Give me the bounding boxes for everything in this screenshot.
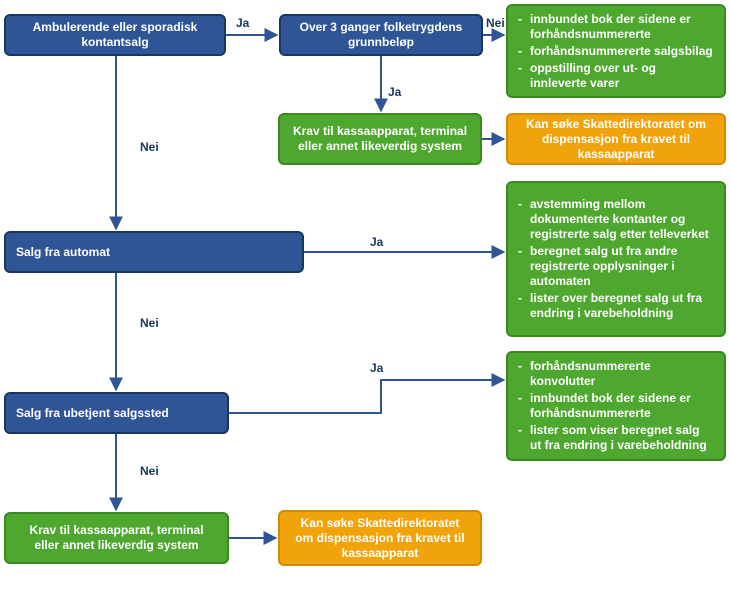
edge-label-ja: Ja (370, 235, 383, 249)
node-dispensasjon-2: Kan søke Skattedirektoratet om dispensas… (278, 510, 482, 566)
list-item: innbundet bok der sidene er forhåndsnumm… (518, 391, 714, 421)
node-salg-automat: Salg fra automat (4, 231, 304, 273)
edge-label-ja: Ja (388, 85, 401, 99)
list-item: beregnet salg ut fra andre registrerte o… (518, 244, 714, 289)
list-item: lister som viser beregnet salg ut fra en… (518, 423, 714, 453)
list-item: forhåndsnummererte konvolutter (518, 359, 714, 389)
list-item: avstemming mellom dokumenterte kontanter… (518, 197, 714, 242)
node-result-ubetjent: forhåndsnummererte konvolutter innbundet… (506, 351, 726, 461)
node-dispensasjon-1: Kan søke Skattedirektoratet om dispensas… (506, 113, 726, 165)
node-over-3-ganger: Over 3 ganger folketrygdens grunnbeløp (279, 14, 483, 56)
edge-label-ja: Ja (236, 16, 249, 30)
list-item: lister over beregnet salg ut fra endring… (518, 291, 714, 321)
edge-label-nei: Nei (140, 140, 159, 154)
node-result-sporadisk: innbundet bok der sidene er forhåndsnumm… (506, 4, 726, 98)
node-salg-ubetjent: Salg fra ubetjent salgssted (4, 392, 229, 434)
node-result-automat: avstemming mellom dokumenterte kontanter… (506, 181, 726, 337)
list-item: oppstilling over ut- og innleverte varer (518, 61, 714, 91)
node-ambulerende: Ambulerende eller sporadisk kontantsalg (4, 14, 226, 56)
edge-label-ja: Ja (370, 361, 383, 375)
edge-label-nei: Nei (140, 464, 159, 478)
edge-label-nei: Nei (140, 316, 159, 330)
edge-label-nei: Nei (486, 16, 505, 30)
node-krav-kassa-1: Krav til kassaapparat, terminal eller an… (278, 113, 482, 165)
list-item: innbundet bok der sidene er forhåndsnumm… (518, 12, 714, 42)
node-krav-kassa-2: Krav til kassaapparat, terminal eller an… (4, 512, 229, 564)
list-item: forhåndsnummererte salgsbilag (518, 44, 714, 59)
